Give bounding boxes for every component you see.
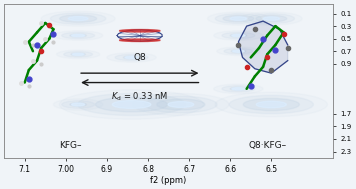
Ellipse shape [123, 56, 140, 59]
Ellipse shape [263, 17, 279, 20]
Ellipse shape [51, 13, 106, 24]
Ellipse shape [240, 12, 302, 25]
Ellipse shape [208, 12, 269, 25]
Ellipse shape [222, 86, 255, 92]
Ellipse shape [53, 31, 103, 40]
Ellipse shape [59, 90, 204, 119]
Ellipse shape [62, 32, 95, 39]
Ellipse shape [107, 53, 156, 62]
Ellipse shape [224, 48, 253, 54]
Ellipse shape [222, 32, 255, 39]
Ellipse shape [125, 56, 138, 59]
Ellipse shape [64, 52, 93, 57]
Ellipse shape [223, 15, 254, 22]
Ellipse shape [95, 97, 168, 112]
Ellipse shape [120, 39, 160, 42]
Ellipse shape [78, 94, 186, 115]
Ellipse shape [248, 14, 294, 23]
Ellipse shape [215, 92, 328, 117]
Ellipse shape [263, 17, 279, 20]
X-axis label: f2 (ppm): f2 (ppm) [151, 176, 187, 185]
Ellipse shape [114, 101, 150, 108]
Text: $K_\mathrm{d}$ = 0.33 nM: $K_\mathrm{d}$ = 0.33 nM [111, 90, 168, 103]
Ellipse shape [169, 102, 193, 107]
Ellipse shape [115, 54, 148, 61]
Ellipse shape [72, 103, 85, 106]
Ellipse shape [53, 99, 103, 110]
Ellipse shape [231, 50, 246, 53]
Ellipse shape [233, 50, 244, 52]
Ellipse shape [68, 17, 88, 21]
Ellipse shape [256, 101, 286, 108]
Ellipse shape [70, 103, 87, 106]
Ellipse shape [232, 34, 245, 37]
Ellipse shape [41, 11, 115, 26]
Ellipse shape [145, 96, 217, 113]
Ellipse shape [230, 34, 247, 37]
Text: Q8·KFG–: Q8·KFG– [248, 141, 286, 150]
Ellipse shape [133, 94, 229, 115]
Ellipse shape [217, 47, 260, 55]
Ellipse shape [112, 101, 151, 108]
Ellipse shape [168, 101, 194, 107]
Ellipse shape [71, 53, 85, 56]
Text: KFG–: KFG– [59, 141, 81, 150]
Ellipse shape [230, 17, 247, 20]
Ellipse shape [70, 34, 87, 37]
Text: Q8: Q8 [134, 53, 146, 63]
Ellipse shape [60, 15, 96, 22]
Ellipse shape [157, 99, 205, 110]
Ellipse shape [72, 53, 84, 55]
Ellipse shape [256, 15, 287, 22]
Ellipse shape [257, 101, 285, 108]
Ellipse shape [72, 34, 85, 37]
Ellipse shape [232, 88, 245, 90]
Ellipse shape [62, 101, 95, 108]
Ellipse shape [243, 98, 299, 111]
Ellipse shape [120, 29, 160, 32]
Ellipse shape [231, 17, 246, 20]
Ellipse shape [57, 50, 100, 59]
Ellipse shape [214, 31, 263, 40]
Ellipse shape [229, 95, 313, 114]
Ellipse shape [214, 84, 263, 94]
Ellipse shape [215, 14, 262, 23]
Polygon shape [239, 21, 288, 73]
Ellipse shape [230, 87, 247, 90]
Ellipse shape [69, 17, 87, 20]
